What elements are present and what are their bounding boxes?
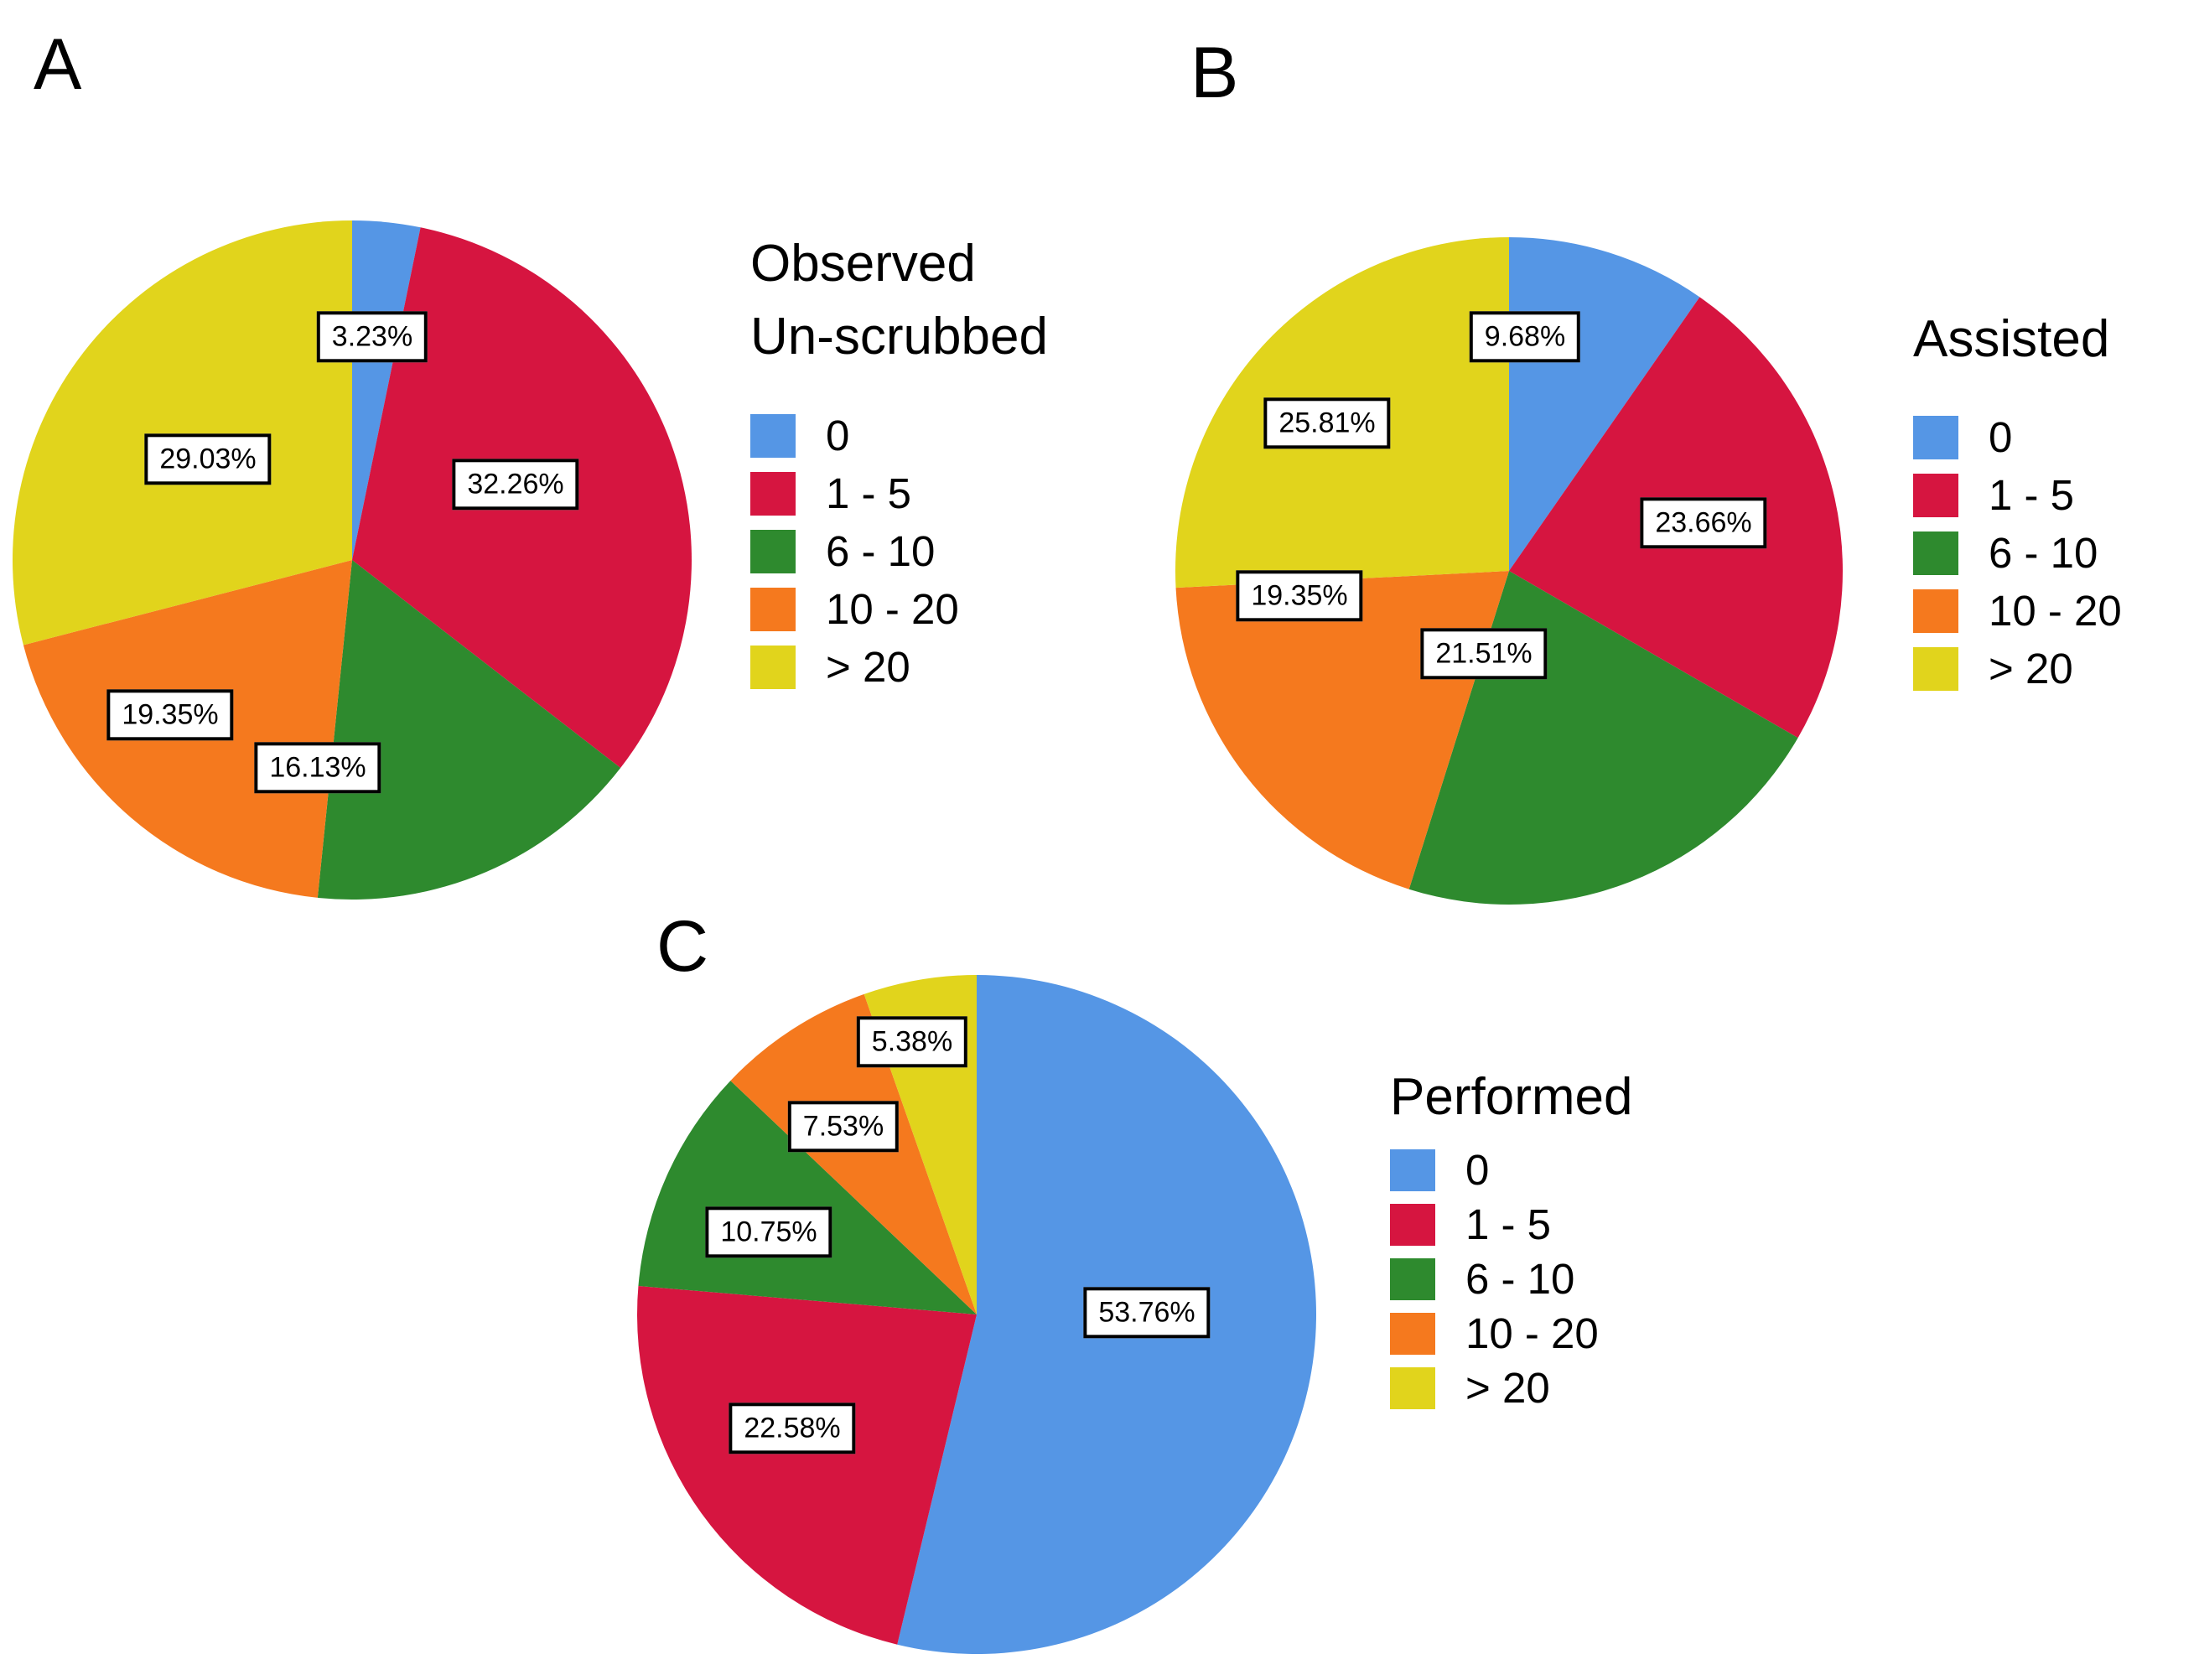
pie-b-value-label-1: 23.66%	[1640, 497, 1767, 549]
legend-swatch-red	[1390, 1203, 1435, 1246]
legend-item-label: 1 - 5	[826, 469, 912, 518]
legend-swatch-yellow	[1913, 646, 1958, 691]
legend-swatch-green	[750, 529, 796, 573]
legend-item: > 20	[1913, 645, 2198, 693]
pie-b-value-label-2: 21.51%	[1420, 628, 1548, 680]
legend-item-label: > 20	[1989, 645, 2073, 693]
legend-swatch-blue	[750, 413, 796, 458]
pie-c-value-label-4: 5.38%	[856, 1016, 968, 1068]
pie-b-value-label-4: 25.81%	[1263, 397, 1391, 449]
legend-title-observed-unscrubbed: Observed Un-scrubbed	[750, 235, 1048, 366]
legend-item-label: 10 - 20	[1989, 587, 2122, 635]
legend-item: 6 - 10	[1390, 1255, 1776, 1304]
pie-c-value-label-2: 10.75%	[705, 1206, 832, 1258]
pie-c-value-label-0: 53.76%	[1083, 1287, 1211, 1339]
legend-swatch-orange	[1913, 589, 1958, 633]
panel-letter-a: A	[34, 24, 82, 105]
pie-a-value-label-1: 32.26%	[452, 459, 579, 511]
pie-c-slice-3	[730, 993, 977, 1314]
legend-item: 1 - 5	[1913, 471, 2198, 520]
legend-swatch-green	[1390, 1257, 1435, 1300]
pie-a-slice-4	[13, 220, 352, 646]
legend-item-label: > 20	[826, 643, 910, 692]
legend-item: > 20	[750, 643, 1136, 692]
legend-item: 0	[750, 412, 1136, 460]
pie-c-value-label-1: 22.58%	[729, 1403, 856, 1454]
legend-performed: Performed 0 1 - 5 6 - 10 10 - 20	[1390, 1061, 1776, 1422]
legend-observed-unscrubbed: Observed Un-scrubbed 0 1 - 5 6 - 10 10 -…	[750, 228, 1136, 703]
legend-item-label: 6 - 10	[1989, 529, 2098, 578]
pie-a-value-label-0: 3.23%	[316, 311, 428, 363]
pie-a-slice-0	[352, 220, 421, 560]
legend-swatch-red	[750, 471, 796, 516]
pie-b-value-label-0: 9.68%	[1469, 311, 1581, 363]
legend-assisted: Assisted 0 1 - 5 6 - 10 10 - 20	[1913, 303, 2198, 705]
legend-swatch-red	[1913, 473, 1958, 517]
legend-item: 6 - 10	[1913, 531, 2198, 575]
legend-item-label: 0	[1989, 413, 2013, 462]
pie-a-value-label-4: 29.03%	[144, 433, 272, 485]
legend-items: 0 1 - 5 6 - 10 10 - 20 > 20	[1390, 1149, 1776, 1422]
pie-a-slice-2	[317, 560, 621, 900]
legend-item: 1 - 5	[750, 469, 1136, 518]
legend-title-assisted: Assisted	[1913, 310, 2110, 368]
panel-letter-c: C	[656, 906, 709, 987]
legend-item: 0	[1390, 1149, 1776, 1191]
pie-c-slice-1	[637, 1285, 977, 1645]
legend-item: 1 - 5	[1390, 1200, 1776, 1249]
legend-item: 10 - 20	[750, 585, 1136, 634]
legend-item-label: > 20	[1465, 1364, 1550, 1413]
panel-letter-b: B	[1190, 33, 1239, 113]
legend-item: 10 - 20	[1913, 589, 2198, 633]
legend-item-label: 6 - 10	[1465, 1255, 1575, 1304]
legend-item-label: 0	[1465, 1146, 1490, 1195]
legend-item: > 20	[1390, 1364, 1776, 1413]
legend-item: 0	[1913, 413, 2198, 462]
legend-item-label: 0	[826, 412, 850, 460]
legend-item: 10 - 20	[1390, 1309, 1776, 1358]
legend-swatch-green	[1913, 531, 1958, 575]
pie-c-value-label-3: 7.53%	[787, 1101, 900, 1153]
legend-swatch-orange	[1390, 1312, 1435, 1355]
legend-items: 0 1 - 5 6 - 10 10 - 20 > 20	[750, 412, 1136, 703]
legend-items: 0 1 - 5 6 - 10 10 - 20 > 20	[1913, 413, 2198, 705]
legend-swatch-blue	[1913, 415, 1958, 459]
legend-item-label: 10 - 20	[1465, 1309, 1599, 1358]
legend-item-label: 1 - 5	[1465, 1200, 1552, 1249]
pie-performed	[637, 975, 1316, 1654]
legend-item-label: 6 - 10	[826, 527, 936, 576]
pie-a-value-label-3: 19.35%	[106, 689, 234, 741]
legend-title-performed: Performed	[1390, 1068, 1633, 1126]
pie-b-value-label-3: 19.35%	[1236, 570, 1363, 622]
legend-item-label: 10 - 20	[826, 585, 959, 634]
legend-item: 6 - 10	[750, 527, 1136, 576]
legend-swatch-orange	[750, 587, 796, 631]
legend-swatch-yellow	[1390, 1366, 1435, 1409]
legend-item-label: 1 - 5	[1989, 471, 2075, 520]
pie-a-value-label-2: 16.13%	[254, 742, 381, 794]
legend-swatch-yellow	[750, 645, 796, 689]
legend-swatch-blue	[1390, 1149, 1435, 1191]
